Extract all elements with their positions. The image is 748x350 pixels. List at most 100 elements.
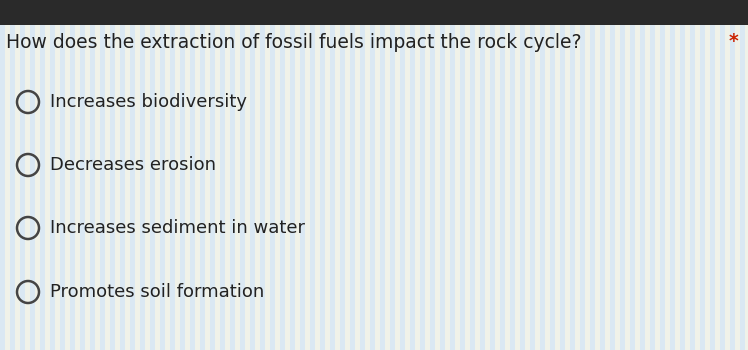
Bar [50, 0, 55, 350]
Bar [120, 0, 125, 350]
Bar [350, 0, 355, 350]
Bar [315, 0, 320, 350]
Bar [15, 0, 20, 350]
Bar [345, 0, 350, 350]
Bar [0, 0, 748, 25]
Bar [295, 0, 300, 350]
Bar [645, 0, 650, 350]
Bar [320, 0, 325, 350]
Bar [475, 0, 480, 350]
Bar [495, 0, 500, 350]
Bar [25, 0, 30, 350]
Text: *: * [729, 33, 738, 51]
Bar [675, 0, 680, 350]
Bar [410, 0, 415, 350]
Bar [715, 0, 720, 350]
Bar [460, 0, 465, 350]
Bar [690, 0, 695, 350]
Bar [280, 0, 285, 350]
Bar [590, 0, 595, 350]
Text: Increases sediment in water: Increases sediment in water [50, 219, 305, 237]
Bar [705, 0, 710, 350]
Bar [730, 0, 735, 350]
Bar [290, 0, 295, 350]
Bar [145, 0, 150, 350]
Bar [545, 0, 550, 350]
Bar [530, 0, 535, 350]
Bar [585, 0, 590, 350]
Bar [300, 0, 305, 350]
Text: How does the extraction of fossil fuels impact the rock cycle?: How does the extraction of fossil fuels … [6, 33, 581, 51]
Bar [565, 0, 570, 350]
Bar [700, 0, 705, 350]
Bar [125, 0, 130, 350]
Bar [160, 0, 165, 350]
Bar [615, 0, 620, 350]
Bar [200, 0, 205, 350]
Bar [555, 0, 560, 350]
Bar [190, 0, 195, 350]
Bar [235, 0, 240, 350]
Bar [600, 0, 605, 350]
Bar [640, 0, 645, 350]
Text: Promotes soil formation: Promotes soil formation [50, 283, 264, 301]
Bar [370, 0, 375, 350]
Bar [180, 0, 185, 350]
Bar [115, 0, 120, 350]
Bar [95, 0, 100, 350]
Bar [205, 0, 210, 350]
Bar [405, 0, 410, 350]
Text: Increases biodiversity: Increases biodiversity [50, 93, 247, 111]
Bar [445, 0, 450, 350]
Bar [505, 0, 510, 350]
Bar [425, 0, 430, 350]
Bar [0, 0, 5, 350]
Bar [185, 0, 190, 350]
Text: Decreases erosion: Decreases erosion [50, 156, 216, 174]
Bar [450, 0, 455, 350]
Bar [10, 0, 15, 350]
Bar [40, 0, 45, 350]
Bar [680, 0, 685, 350]
Bar [285, 0, 290, 350]
Bar [385, 0, 390, 350]
Bar [575, 0, 580, 350]
Bar [560, 0, 565, 350]
Bar [365, 0, 370, 350]
Bar [625, 0, 630, 350]
Bar [60, 0, 65, 350]
Bar [430, 0, 435, 350]
Bar [220, 0, 225, 350]
Bar [130, 0, 135, 350]
Bar [105, 0, 110, 350]
Bar [695, 0, 700, 350]
Bar [595, 0, 600, 350]
Bar [605, 0, 610, 350]
Bar [380, 0, 385, 350]
Bar [670, 0, 675, 350]
Bar [515, 0, 520, 350]
Bar [485, 0, 490, 350]
Bar [260, 0, 265, 350]
Bar [660, 0, 665, 350]
Bar [265, 0, 270, 350]
Bar [440, 0, 445, 350]
Bar [540, 0, 545, 350]
Bar [85, 0, 90, 350]
Bar [250, 0, 255, 350]
Bar [355, 0, 360, 350]
Bar [390, 0, 395, 350]
Bar [735, 0, 740, 350]
Bar [650, 0, 655, 350]
Bar [465, 0, 470, 350]
Bar [55, 0, 60, 350]
Bar [215, 0, 220, 350]
Bar [630, 0, 635, 350]
Bar [310, 0, 315, 350]
Bar [175, 0, 180, 350]
Bar [45, 0, 50, 350]
Bar [5, 0, 10, 350]
Bar [75, 0, 80, 350]
Bar [520, 0, 525, 350]
Bar [255, 0, 260, 350]
